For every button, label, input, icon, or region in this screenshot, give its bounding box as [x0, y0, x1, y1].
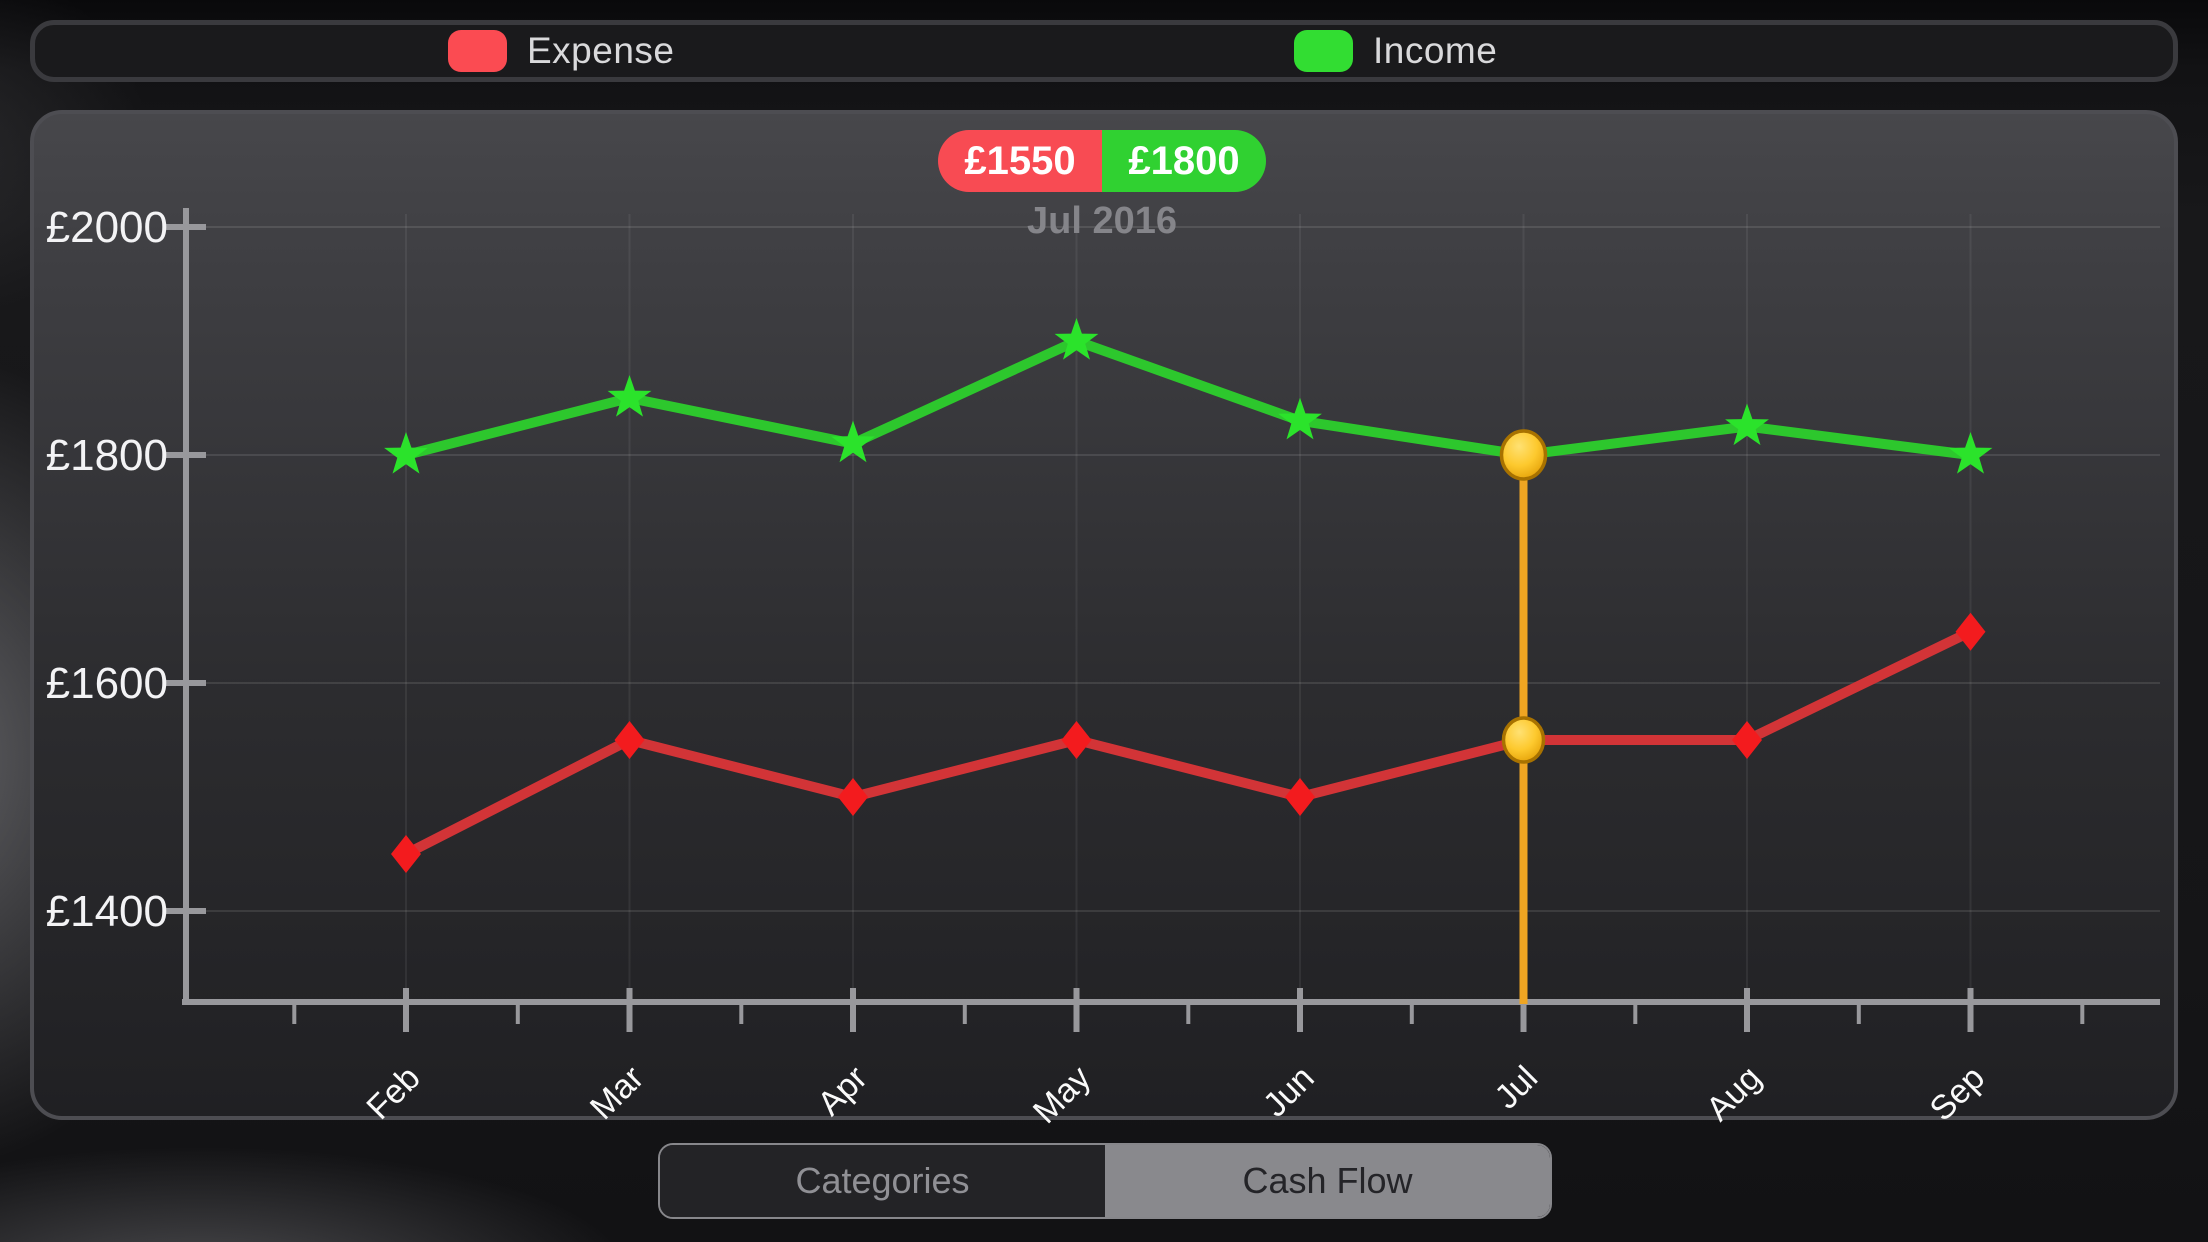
svg-text:Feb: Feb	[359, 1059, 427, 1127]
legend-item-expense: Expense	[448, 25, 675, 77]
svg-text:Apr: Apr	[810, 1059, 874, 1123]
tooltip-income-value: £1800	[1102, 130, 1266, 192]
view-segmented-control: Categories Cash Flow	[658, 1143, 1552, 1219]
svg-text:Mar: Mar	[583, 1059, 651, 1127]
tooltip-expense-value: £1550	[938, 130, 1102, 192]
svg-text:Jul: Jul	[1488, 1059, 1546, 1117]
svg-text:£1600: £1600	[46, 659, 168, 708]
svg-text:May: May	[1026, 1059, 1098, 1131]
tab-categories[interactable]: Categories	[660, 1145, 1105, 1217]
svg-text:Aug: Aug	[1699, 1059, 1769, 1129]
svg-text:£1400: £1400	[46, 887, 168, 936]
expense-legend-label: Expense	[527, 30, 675, 71]
tab-cash-flow[interactable]: Cash Flow	[1105, 1145, 1550, 1217]
legend-bar: Expense Income	[30, 20, 2178, 82]
svg-text:£2000: £2000	[46, 203, 168, 252]
svg-text:Jun: Jun	[1256, 1059, 1322, 1125]
selection-date-label: Jul 2016	[1027, 200, 1177, 242]
income-color-swatch-icon	[1294, 30, 1353, 72]
selection-tooltip: £1550 £1800	[938, 130, 1266, 192]
income-legend-label: Income	[1373, 30, 1498, 71]
legend-item-income: Income	[1294, 25, 1497, 77]
svg-text:£1800: £1800	[46, 431, 168, 480]
svg-text:Sep: Sep	[1923, 1059, 1993, 1129]
expense-color-swatch-icon	[448, 30, 507, 72]
chart-panel	[30, 110, 2178, 1120]
